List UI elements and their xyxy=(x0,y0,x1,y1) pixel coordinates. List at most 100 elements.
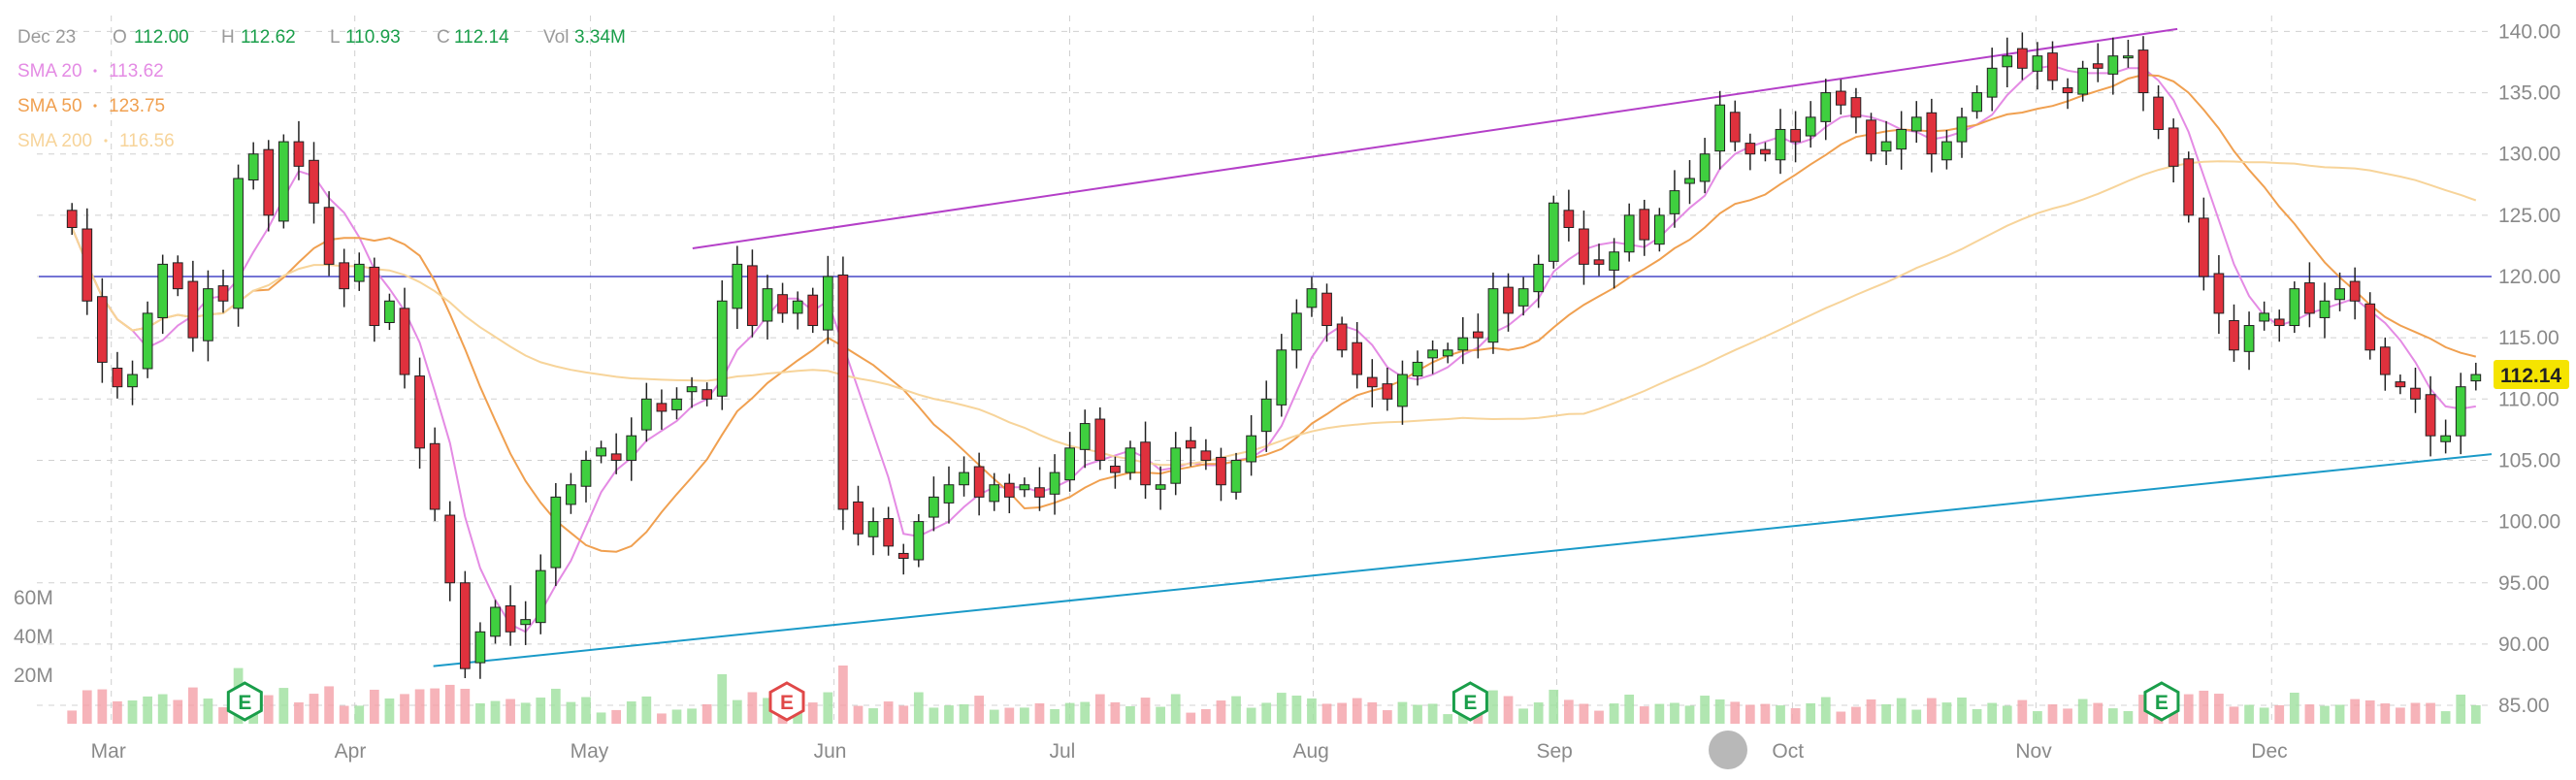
volume-bar xyxy=(520,702,531,724)
candle-body xyxy=(640,398,652,431)
candle-body xyxy=(1473,331,1484,339)
candle-body xyxy=(686,386,698,393)
candle-body xyxy=(1260,398,1272,433)
legend-close-label: C xyxy=(437,27,450,48)
legend-vol-label: Vol xyxy=(543,27,569,48)
candle-body xyxy=(399,308,410,375)
candle-body xyxy=(520,619,532,626)
candle-body xyxy=(1533,263,1545,293)
price-tick-label: 130.00 xyxy=(2498,144,2560,166)
month-tick-label: Oct xyxy=(1772,740,1804,763)
volume-bar xyxy=(2440,711,2451,724)
candle-body xyxy=(762,288,773,322)
volume-bar xyxy=(1896,698,1907,724)
candle-body xyxy=(474,631,486,664)
volume-bar xyxy=(1972,708,1982,724)
candle-body xyxy=(1427,349,1438,359)
volume-bar xyxy=(157,694,168,724)
candle-body xyxy=(127,374,138,388)
volume-bar xyxy=(1020,707,1029,724)
volume-bar xyxy=(929,707,939,724)
volume-bar xyxy=(1549,689,1559,724)
volume-bar xyxy=(2077,699,2088,724)
volume-bar xyxy=(1836,711,1846,724)
scroll-handle[interactable] xyxy=(1709,731,1747,769)
legend-open-value: 112.00 xyxy=(134,27,189,48)
volume-bar xyxy=(1987,702,1998,724)
earnings-marker-label: E xyxy=(1463,692,1477,714)
candle-body xyxy=(701,389,713,400)
volume-bar xyxy=(671,709,682,724)
candle-body xyxy=(1563,210,1575,228)
volume-bar xyxy=(2364,699,2375,724)
indicator-dot xyxy=(93,69,97,73)
trendlines xyxy=(433,27,2493,667)
volume-bar xyxy=(2396,707,2405,724)
volume-bar xyxy=(989,709,999,724)
candle-body xyxy=(157,263,169,318)
price-tick-label: 125.00 xyxy=(2498,205,2560,227)
candle-body xyxy=(1049,471,1060,495)
candle-body xyxy=(883,518,895,547)
volume-bar xyxy=(1639,706,1649,724)
candle-body xyxy=(444,514,456,584)
candle-body xyxy=(989,484,1000,503)
candle-body xyxy=(1094,418,1106,461)
volume-bar xyxy=(807,702,818,724)
volume-bar xyxy=(2289,693,2299,724)
earnings-marker-label: E xyxy=(2155,692,2168,714)
month-tick-label: Jun xyxy=(814,740,847,763)
candle-body xyxy=(656,403,668,412)
volume-bar xyxy=(1926,698,1937,724)
volume-bar xyxy=(2093,702,2103,724)
volume-bar xyxy=(1125,706,1135,724)
candle-body xyxy=(1805,116,1816,137)
volume-tick-label: 40M xyxy=(14,626,53,648)
volume-bar xyxy=(1246,707,1256,724)
candle-body xyxy=(1170,447,1182,484)
volume-bar xyxy=(400,694,409,724)
volume-bar xyxy=(1957,698,1967,724)
candle-body xyxy=(1866,119,1876,155)
legend-open-label: O xyxy=(113,27,127,48)
candle-body xyxy=(353,263,365,282)
last-price-value: 112.14 xyxy=(2500,365,2561,387)
legend-low-label: L xyxy=(330,27,341,48)
volume-bar xyxy=(1790,708,1801,724)
candle-body xyxy=(2137,49,2149,94)
candle-body xyxy=(929,496,939,518)
price-tick-label: 120.00 xyxy=(2498,266,2560,288)
month-tick-label: Aug xyxy=(1292,740,1328,763)
indicator-name: SMA 20 xyxy=(17,61,82,81)
sma-line xyxy=(71,160,2477,467)
candle-body xyxy=(1125,447,1136,473)
volume-bar xyxy=(1579,703,1589,724)
candle-body xyxy=(1366,376,1378,388)
candle-body xyxy=(1986,67,1998,98)
volume-bar xyxy=(1080,701,1091,724)
candle-body xyxy=(1790,128,1801,143)
candle-body xyxy=(1775,128,1786,161)
candle-body xyxy=(837,274,849,510)
legend-low-value: 110.93 xyxy=(345,27,401,48)
candle-body xyxy=(1336,323,1348,351)
volume-bar xyxy=(1624,695,1635,724)
candle-body xyxy=(384,300,395,324)
volume-bar xyxy=(1291,696,1302,724)
candle-body xyxy=(2349,280,2361,302)
volume-bar xyxy=(1337,702,1347,724)
candle-body xyxy=(1820,92,1832,122)
candle-body xyxy=(716,300,728,397)
volume-bar xyxy=(701,703,712,724)
volume-bar xyxy=(763,698,772,724)
volume-bar xyxy=(1714,699,1725,724)
candle-body xyxy=(853,501,864,535)
candle-body xyxy=(1609,251,1619,271)
volume-bar xyxy=(717,673,728,724)
candle-body xyxy=(596,447,606,457)
candle-body xyxy=(1956,116,1968,143)
candle-body xyxy=(277,141,289,222)
candle-body xyxy=(1321,292,1332,327)
volume-bar xyxy=(732,699,742,724)
